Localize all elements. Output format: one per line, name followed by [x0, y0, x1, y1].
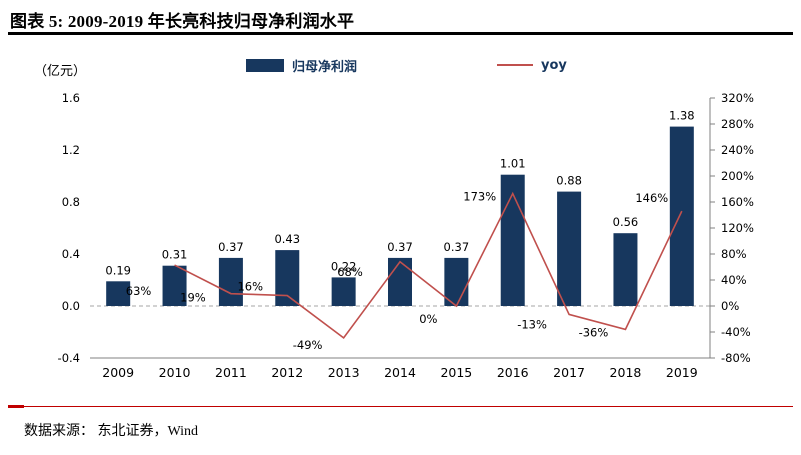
bar-value-label: 0.37 [218, 240, 244, 254]
left-axis-tick-label: 0.8 [62, 195, 80, 209]
right-axis-tick-label: -80% [721, 351, 751, 365]
y-axis-unit-label: （亿元） [34, 64, 87, 79]
bar-line-chart: -80% -40% 0% 40% 80% 120% 160% 200% 240% 280% 320%… [58, 91, 754, 380]
left-axis-tick-label: 0.4 [62, 247, 80, 261]
line-series-swatch [497, 64, 533, 66]
bar [218, 257, 243, 306]
right-axis-tick-label: 240% [721, 143, 754, 157]
chart-legend: 归母净利润 yoy [0, 54, 801, 76]
left-axis-tick-label: 1.6 [62, 91, 80, 105]
yoy-line [174, 191, 683, 339]
legend-label-yoy: yoy [541, 57, 567, 73]
right-axis-tick-label: 200% [721, 169, 754, 183]
bar-value-label: 0.88 [556, 174, 582, 188]
yoy-value-label: 173% [463, 190, 496, 204]
bar-value-label: 1.38 [669, 109, 695, 123]
bar [275, 250, 300, 306]
year-label: 2014 [384, 365, 416, 380]
bar-value-label: 0.56 [613, 215, 639, 229]
footer-divider [8, 406, 793, 407]
yoy-value-label: -13% [517, 317, 547, 331]
year-label: 2015 [440, 365, 472, 380]
right-axis-tick-label: -40% [721, 325, 751, 339]
left-axis-tick-label: -0.4 [58, 351, 80, 365]
yoy-value-label: 146% [635, 191, 668, 205]
yoy-value-label: 19% [180, 291, 206, 305]
bar [388, 257, 412, 306]
right-axis-tick-label: 160% [721, 195, 754, 209]
right-axis-tick-label: 120% [721, 221, 754, 235]
year-label: 2012 [271, 365, 303, 380]
bar [331, 277, 356, 306]
bar-value-label: 0.31 [162, 248, 188, 262]
year-label: 2019 [666, 365, 698, 380]
bar-value-label: 0.19 [105, 263, 131, 277]
right-axis-tick-label: 40% [721, 273, 747, 287]
bar-series-swatch [246, 58, 284, 72]
year-label: 2017 [553, 365, 585, 380]
left-axis-tick-label: 0.0 [62, 299, 80, 313]
right-axis-tick-label: 280% [721, 117, 754, 131]
title-divider [8, 32, 793, 35]
right-axis-tick-label: 0% [721, 299, 739, 313]
figure-title: 图表 5: 2009-2019 年长亮科技归母净利润水平 [10, 12, 355, 31]
bar [669, 126, 694, 306]
legend-item-net-profit: 归母净利润 [246, 54, 357, 76]
legend-item-yoy: yoy [497, 54, 567, 76]
bar [162, 265, 187, 306]
bar-value-label: 0.37 [387, 240, 413, 254]
data-source: 数据来源： 东北证券，Wind [24, 424, 199, 439]
yoy-value-label: 0% [419, 312, 437, 326]
bar-value-label: 0.43 [274, 232, 300, 246]
bar [613, 233, 638, 306]
year-label: 2013 [328, 365, 360, 380]
right-axis-tick-label: 80% [721, 247, 747, 261]
year-label: 2016 [497, 365, 529, 380]
year-label: 2010 [159, 365, 191, 380]
bar-value-label: 1.01 [500, 157, 526, 171]
bar [444, 257, 469, 306]
year-label: 2011 [215, 365, 247, 380]
bar [106, 281, 131, 306]
yoy-value-label: 16% [237, 280, 263, 294]
left-axis-tick-label: 1.2 [62, 143, 80, 157]
bar [557, 191, 582, 306]
yoy-value-label: -36% [579, 325, 609, 339]
year-label: 2009 [102, 365, 134, 380]
legend-label-net-profit: 归母净利润 [292, 59, 358, 75]
bar [500, 174, 525, 306]
yoy-value-label: -49% [293, 338, 323, 352]
yoy-value-label: 68% [337, 265, 363, 279]
footer-divider-cap [8, 405, 24, 408]
bar-value-label: 0.37 [444, 240, 470, 254]
year-label: 2018 [610, 365, 642, 380]
yoy-value-label: 63% [126, 284, 152, 298]
right-axis-tick-label: 320% [721, 91, 754, 105]
bar-value-label: 0.22 [331, 259, 357, 273]
